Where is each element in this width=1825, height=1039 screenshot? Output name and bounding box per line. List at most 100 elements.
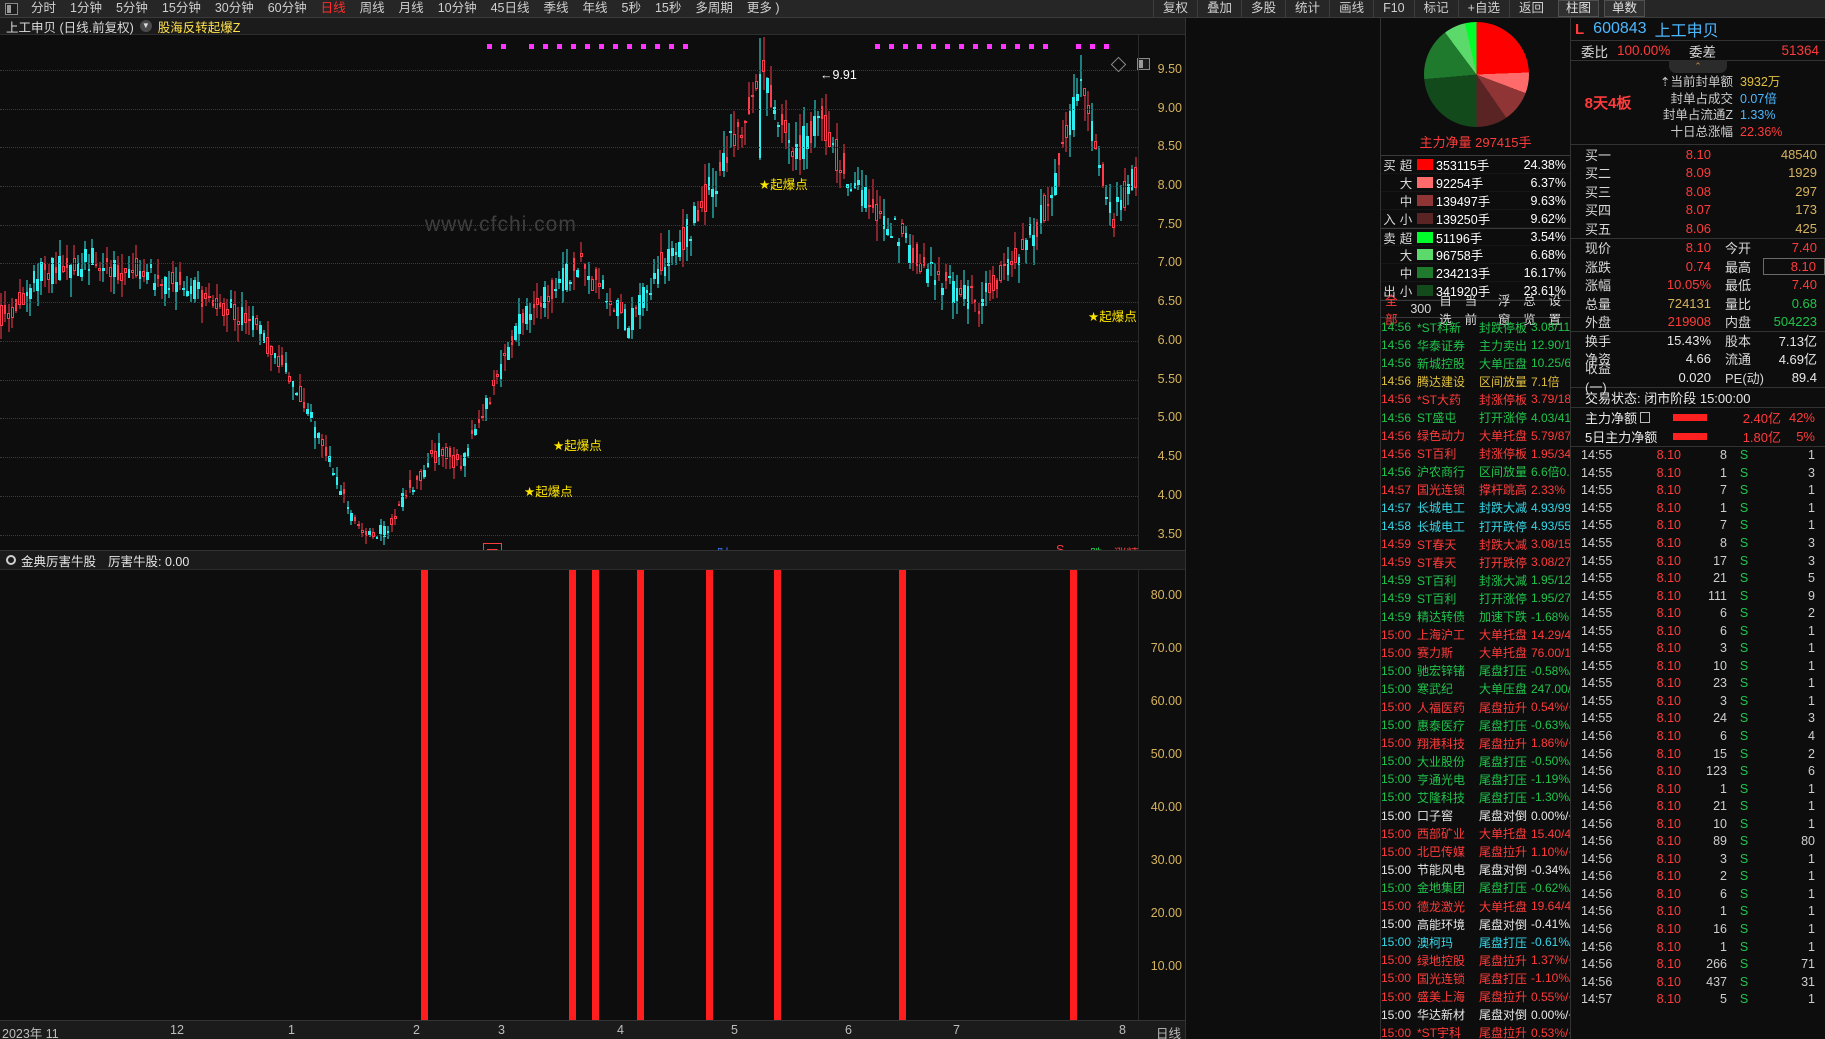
tick-row[interactable]: 14:56 8.10 1 S 1 <box>1571 903 1825 921</box>
news-row[interactable]: 14:59 精达转债 加速下跌 -1.68% <box>1381 608 1570 626</box>
period-45day[interactable]: 45日线 <box>490 1 530 15</box>
tick-row[interactable]: 14:55 8.10 3 S 1 <box>1571 692 1825 710</box>
tick-row[interactable]: 14:56 8.10 1 S 1 <box>1571 780 1825 798</box>
btn-stats[interactable]: 统计 <box>1285 0 1329 17</box>
btn-fuquan[interactable]: 复权 <box>1153 0 1197 17</box>
period-5min[interactable]: 5分钟 <box>115 1 148 15</box>
bid-row[interactable]: 买一 8.10 48540 <box>1571 145 1825 164</box>
period-weekly[interactable]: 周线 <box>359 1 385 15</box>
period-5sec[interactable]: 5秒 <box>621 1 641 15</box>
btn-f10[interactable]: F10 <box>1373 0 1414 17</box>
tick-row[interactable]: 14:55 8.10 10 S 1 <box>1571 657 1825 675</box>
period-15min[interactable]: 15分钟 <box>161 1 201 15</box>
list-icon[interactable] <box>1640 411 1651 423</box>
tick-row[interactable]: 14:56 8.10 10 S 1 <box>1571 815 1825 833</box>
tick-row[interactable]: 14:55 8.10 6 S 2 <box>1571 604 1825 622</box>
layout-icon[interactable] <box>5 2 18 15</box>
tab-all[interactable]: 全部 <box>1385 294 1398 327</box>
tick-row[interactable]: 14:55 8.10 7 S 1 <box>1571 517 1825 535</box>
tick-row[interactable]: 14:55 8.10 7 S 1 <box>1571 482 1825 500</box>
btn-drawline[interactable]: 画线 <box>1329 0 1373 17</box>
tick-row[interactable]: 14:56 8.10 1 S 1 <box>1571 938 1825 956</box>
period-yearly[interactable]: 年线 <box>582 1 608 15</box>
tick-row[interactable]: 14:56 8.10 6 S 1 <box>1571 885 1825 903</box>
tab-watchlist[interactable]: 自选 <box>1439 294 1452 327</box>
period-monthly[interactable]: 月线 <box>398 1 424 15</box>
bid-row[interactable]: 买三 8.08 297 <box>1571 182 1825 201</box>
tick-row[interactable]: 14:55 8.10 23 S 1 <box>1571 675 1825 693</box>
tick-row[interactable]: 14:55 8.10 1 S 1 <box>1571 499 1825 517</box>
btn-bar-chart[interactable]: 柱图 <box>1557 0 1599 17</box>
news-row[interactable]: 14:56 腾达建设 区间放量 7.1倍 <box>1381 372 1570 390</box>
tick-row[interactable]: 14:55 8.10 3 S 1 <box>1571 640 1825 658</box>
bid-row[interactable]: 买五 8.06 425 <box>1571 219 1825 238</box>
tick-row[interactable]: 14:55 8.10 24 S 3 <box>1571 710 1825 728</box>
tab-settings[interactable]: 设置 <box>1548 294 1562 327</box>
indicator-subchart[interactable]: 80.00 70.00 60.00 50.00 40.00 30.00 20.00 10.00 <box>0 570 1185 1020</box>
main-candlestick-chart[interactable]: www.cfchi.com ←9.91 ←3.42 ★起爆点 ★起爆点 ★起爆点… <box>0 35 1185 550</box>
indicator-name[interactable]: 股海反转起爆Z <box>157 20 241 35</box>
tick-row[interactable]: 14:55 8.10 8 S 3 <box>1571 534 1825 552</box>
tab-current[interactable]: 当前 <box>1464 294 1478 327</box>
btn-back[interactable]: 返回 <box>1508 0 1553 17</box>
tick-row[interactable]: 14:56 8.10 2 S 1 <box>1571 868 1825 886</box>
tick-row[interactable]: 14:56 8.10 437 S 31 <box>1571 973 1825 991</box>
tick-row[interactable]: 14:56 8.10 123 S 6 <box>1571 762 1825 780</box>
period-fenshi[interactable]: 分时 <box>31 1 57 15</box>
tick-row[interactable]: 14:55 8.10 21 S 5 <box>1571 569 1825 587</box>
period-15sec[interactable]: 15秒 <box>654 1 682 15</box>
btn-add-watchlist[interactable]: +自选 <box>1457 0 1509 17</box>
tab-overview[interactable]: 总览 <box>1523 294 1536 327</box>
tick-row[interactable]: 14:56 8.10 89 S 80 <box>1571 833 1825 851</box>
chevron-down-icon[interactable]: ▼ <box>139 20 152 32</box>
period-more[interactable]: 更多 ) <box>746 1 780 15</box>
circle-icon[interactable] <box>6 555 16 565</box>
period-daily[interactable]: 日线 <box>320 1 346 15</box>
period-multi[interactable]: 多周期 <box>695 1 733 15</box>
tick-row[interactable]: 14:56 8.10 6 S 4 <box>1571 727 1825 745</box>
btn-multistock[interactable]: 多股 <box>1241 0 1285 17</box>
panel-toggle-icon[interactable] <box>1137 58 1150 70</box>
tick-row[interactable]: 14:55 8.10 8 S 1 <box>1571 447 1825 465</box>
period-60min[interactable]: 60分钟 <box>267 1 307 15</box>
bid-row[interactable]: 买四 8.07 173 <box>1571 201 1825 220</box>
tab-floating-window[interactable]: 浮窗 <box>1497 294 1511 327</box>
btn-odd-lot[interactable]: 单数 <box>1603 0 1645 17</box>
tick-row[interactable]: 14:55 8.10 111 S 9 <box>1571 587 1825 605</box>
tick-row[interactable]: 14:56 8.10 21 S 1 <box>1571 797 1825 815</box>
tick-row[interactable]: 14:56 8.10 15 S 2 <box>1571 745 1825 763</box>
bid-row[interactable]: 买二 8.09 1929 <box>1571 164 1825 183</box>
tick-row[interactable]: 14:56 8.10 16 S 1 <box>1571 920 1825 938</box>
